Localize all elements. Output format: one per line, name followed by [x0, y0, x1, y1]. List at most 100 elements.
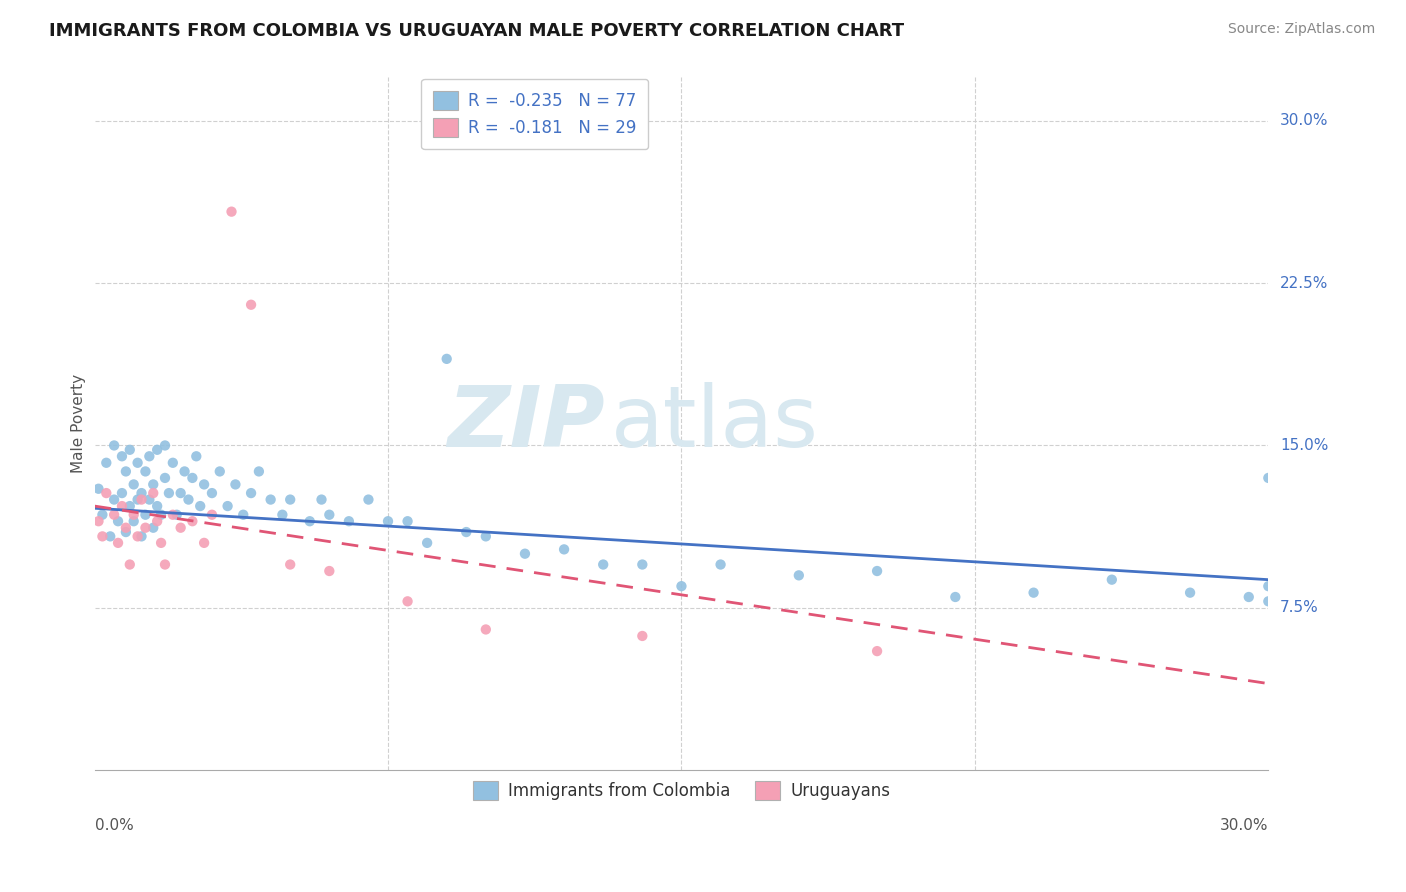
Point — [201, 486, 224, 500]
Point — [1101, 573, 1123, 587]
Text: atlas: atlas — [612, 383, 820, 466]
Point — [240, 486, 263, 500]
Point — [173, 465, 195, 479]
Point — [157, 486, 180, 500]
Point — [298, 514, 321, 528]
Point — [134, 508, 156, 522]
Point — [118, 558, 141, 572]
Point — [259, 492, 281, 507]
Point — [142, 521, 165, 535]
Y-axis label: Male Poverty: Male Poverty — [72, 375, 86, 474]
Point — [162, 456, 184, 470]
Point — [103, 508, 125, 522]
Point — [278, 558, 301, 572]
Point — [107, 514, 129, 528]
Point — [115, 524, 138, 539]
Point — [177, 492, 200, 507]
Point — [150, 508, 173, 522]
Text: 7.5%: 7.5% — [1279, 600, 1319, 615]
Point — [217, 499, 239, 513]
Point — [91, 508, 114, 522]
Point — [1022, 585, 1045, 599]
Point — [377, 514, 399, 528]
Point — [318, 508, 340, 522]
Point — [166, 508, 188, 522]
Point — [169, 486, 191, 500]
Point — [278, 492, 301, 507]
Point — [193, 477, 215, 491]
Point — [96, 456, 118, 470]
Point — [475, 623, 498, 637]
Point — [186, 450, 208, 464]
Point — [224, 477, 246, 491]
Text: ZIP: ZIP — [447, 383, 605, 466]
Legend: Immigrants from Colombia, Uruguayans: Immigrants from Colombia, Uruguayans — [463, 771, 900, 810]
Point — [127, 529, 149, 543]
Point — [127, 492, 149, 507]
Point — [131, 529, 153, 543]
Point — [866, 564, 889, 578]
Point — [134, 465, 156, 479]
Point — [87, 482, 110, 496]
Point — [181, 514, 204, 528]
Point — [318, 564, 340, 578]
Point — [150, 536, 173, 550]
Point — [1257, 579, 1279, 593]
Point — [247, 465, 270, 479]
Point — [153, 558, 176, 572]
Point — [153, 471, 176, 485]
Point — [111, 499, 134, 513]
Point — [131, 486, 153, 500]
Point — [115, 465, 138, 479]
Point — [240, 298, 263, 312]
Point — [357, 492, 380, 507]
Point — [138, 450, 160, 464]
Point — [311, 492, 333, 507]
Point — [138, 492, 160, 507]
Point — [162, 508, 184, 522]
Point — [475, 529, 498, 543]
Point — [142, 477, 165, 491]
Point — [111, 450, 134, 464]
Point — [131, 492, 153, 507]
Point — [787, 568, 810, 582]
Point — [631, 558, 654, 572]
Point — [943, 590, 966, 604]
Point — [208, 465, 231, 479]
Point — [122, 514, 145, 528]
Point — [671, 579, 693, 593]
Point — [146, 442, 169, 457]
Point — [513, 547, 536, 561]
Point — [146, 499, 169, 513]
Point — [103, 492, 125, 507]
Text: 30.0%: 30.0% — [1279, 113, 1329, 128]
Point — [91, 529, 114, 543]
Point — [592, 558, 614, 572]
Point — [1237, 590, 1260, 604]
Point — [107, 536, 129, 550]
Point — [631, 629, 654, 643]
Point — [146, 514, 169, 528]
Point — [142, 486, 165, 500]
Point — [1257, 594, 1279, 608]
Point — [153, 438, 176, 452]
Point — [416, 536, 439, 550]
Point — [396, 594, 419, 608]
Point — [221, 204, 243, 219]
Text: Source: ZipAtlas.com: Source: ZipAtlas.com — [1227, 22, 1375, 37]
Point — [127, 456, 149, 470]
Point — [1257, 471, 1279, 485]
Text: 30.0%: 30.0% — [1220, 818, 1268, 833]
Text: 0.0%: 0.0% — [94, 818, 134, 833]
Text: 22.5%: 22.5% — [1279, 276, 1329, 291]
Point — [436, 351, 458, 366]
Point — [118, 442, 141, 457]
Point — [134, 521, 156, 535]
Text: IMMIGRANTS FROM COLOMBIA VS URUGUAYAN MALE POVERTY CORRELATION CHART: IMMIGRANTS FROM COLOMBIA VS URUGUAYAN MA… — [49, 22, 904, 40]
Point — [103, 438, 125, 452]
Point — [1178, 585, 1201, 599]
Point — [337, 514, 360, 528]
Point — [98, 529, 121, 543]
Point — [181, 471, 204, 485]
Point — [96, 486, 118, 500]
